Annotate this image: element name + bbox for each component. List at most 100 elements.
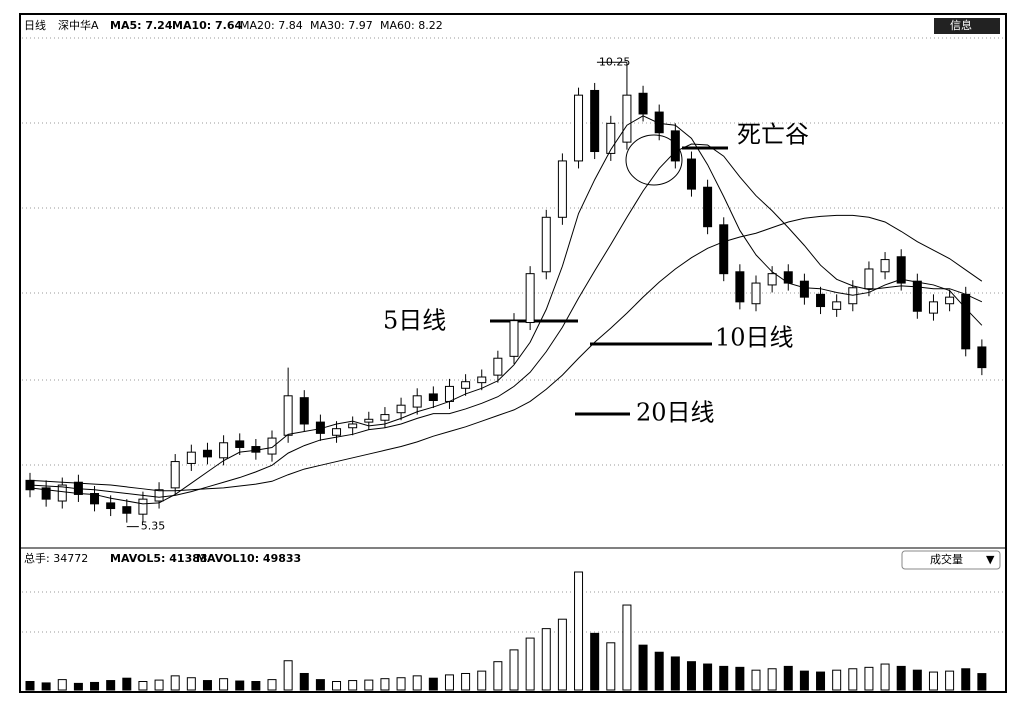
candle-body [396,404,406,414]
candle-body [90,493,100,505]
volume-bar [686,661,696,691]
candle-body [186,451,196,464]
volume-bar [590,632,600,691]
volume-bar [73,682,83,691]
volume-bar [622,604,632,691]
candle-body [41,487,51,500]
volume-bar [251,681,261,691]
volume-bar [912,669,922,691]
volume-bar [186,677,196,691]
volume-bar [122,677,132,691]
volume-bar [864,666,874,691]
volume-bar [896,665,906,691]
select-arrow[interactable]: ▼ [986,553,995,566]
ma-line [29,214,983,492]
candle-body [945,296,955,305]
volume-bar [315,679,325,691]
volume-bar [477,670,487,691]
candle-body [703,186,713,228]
ma20-value: MA20: 7.84 [240,19,303,32]
volume-bar [703,663,713,691]
indicator-select[interactable] [901,550,1001,570]
candle-body [154,489,164,502]
volume-bar [41,682,51,691]
candle-body [348,423,358,429]
candle-body [606,122,616,154]
volume-bar [90,681,100,691]
ma30-value: MA30: 7.97 [310,19,373,32]
candle-body [896,256,906,284]
candle-body [412,395,422,408]
volume-bar [444,674,454,691]
candle-body [977,346,987,369]
candle-body [283,395,293,436]
volume-bar [557,618,567,691]
volume-bar [767,668,777,691]
volume-bar [606,642,616,691]
ma20-annotation: 20日线 [636,399,715,427]
candle-body [686,158,696,190]
ma60-value: MA60: 8.22 [380,19,443,32]
volume-bar [267,679,277,691]
stock-name: 深中华A [58,18,99,32]
candle-body [170,461,180,489]
ma10-value: MA10: 7.64 [172,19,242,32]
volume-bar [880,663,890,691]
candle-body [267,437,277,455]
candle-body [380,414,390,421]
volume-bar [219,678,229,691]
volume-bar [412,675,422,691]
candle-body [106,502,116,510]
valley-circle [625,134,683,186]
candle-body [122,506,132,514]
volume-bar [541,628,551,691]
period: 日线 [24,18,46,32]
volume-bar [751,669,761,691]
candle-body [816,293,826,308]
candle-body [590,89,600,153]
candle-body [332,428,342,436]
valley-annotation: 死亡谷 [737,121,809,149]
volume-bar [945,670,955,691]
volume-bar [832,669,842,691]
volume-bar [928,671,938,691]
volume-bar [138,681,148,691]
volume-bar [364,679,374,691]
candle-body [299,397,309,425]
info-label[interactable]: 信息 [950,18,972,32]
candle-body [428,393,438,401]
candle-body [219,442,229,459]
volume-bar [283,660,293,691]
candle-body [574,94,584,162]
candle-body [912,280,922,312]
volume-bar [428,677,438,691]
candle-body [202,449,212,458]
volume-bar [848,668,858,691]
ma5-value: MA5: 7.24 [110,19,173,32]
info-button[interactable] [934,18,1000,34]
volume-bar [57,679,67,691]
volume-bar [816,671,826,691]
ma-line [29,115,983,505]
indicator-select-label[interactable]: 成交量 [930,552,963,566]
volume-bar [654,651,664,691]
candle-body [767,273,777,286]
ma5-annotation: 5日线 [383,307,446,335]
candle-body [670,130,680,162]
low-label: 5.35 [141,520,166,533]
candle-body [525,273,535,324]
candle-body [477,376,487,384]
candle-body [799,280,809,298]
candle-body [57,484,67,502]
volume-bar [380,678,390,691]
candle-body [493,357,503,376]
candle-body [509,320,519,357]
volume-bar [202,680,212,691]
volume-bar [299,672,309,691]
volume-bar [154,679,164,691]
candle-body [928,301,938,314]
volume-bar [170,675,180,691]
volume-bar [799,670,809,691]
volume-bar [509,649,519,691]
